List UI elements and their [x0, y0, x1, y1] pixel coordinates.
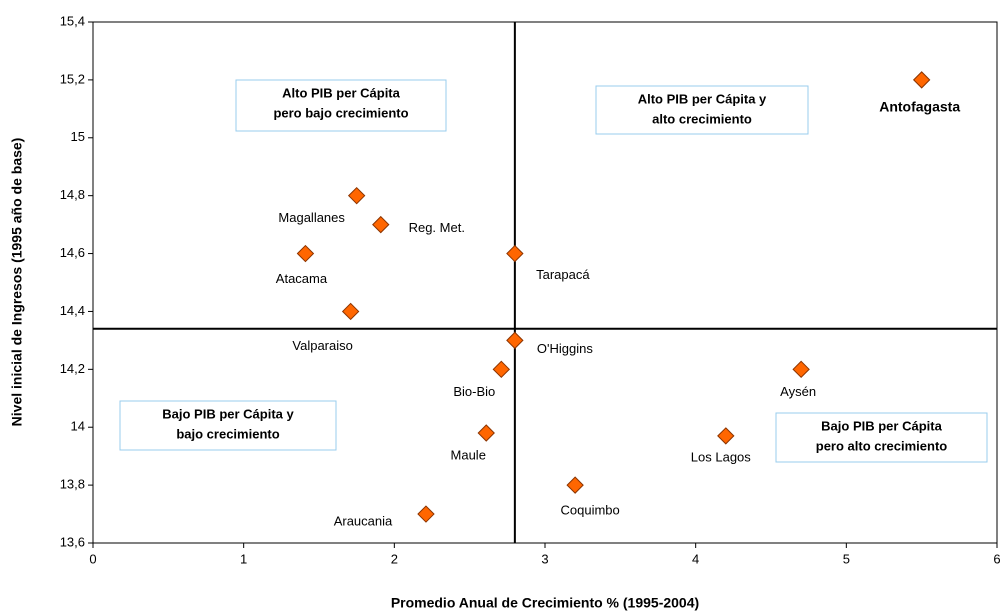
y-tick-label: 14	[71, 419, 85, 434]
data-point	[492, 360, 511, 379]
y-tick-label: 15	[71, 129, 85, 144]
data-point	[347, 186, 366, 205]
data-point	[717, 427, 735, 445]
y-tick-label: 15,2	[60, 71, 85, 86]
y-tick-label: 14,8	[60, 187, 85, 202]
x-tick-label: 1	[240, 551, 247, 566]
point-label: Bio-Bio	[453, 384, 495, 399]
y-tick-label: 15,4	[60, 13, 85, 28]
annotation-box	[119, 400, 337, 451]
point-label: Araucania	[334, 513, 393, 528]
point-label: Aysén	[780, 384, 816, 399]
annotation-text: Alto PIB per Cápita	[282, 85, 401, 100]
x-tick-label: 0	[89, 551, 96, 566]
point-label: Maule	[451, 447, 486, 462]
annotation-text: Bajo PIB per Cápita	[821, 418, 942, 433]
data-point	[566, 476, 584, 494]
point-label: Reg. Met.	[409, 220, 465, 235]
data-point	[477, 424, 495, 442]
annotation-text: pero bajo crecimiento	[273, 105, 408, 120]
y-tick-label: 13,6	[60, 534, 85, 549]
annotation-text: Bajo PIB per Cápita y	[162, 406, 294, 421]
y-tick-label: 13,8	[60, 477, 85, 492]
data-point	[912, 71, 931, 89]
x-tick-label: 2	[391, 551, 398, 566]
annotation-text: alto crecimiento	[652, 111, 752, 126]
x-tick-label: 5	[843, 551, 850, 566]
data-point	[341, 302, 360, 321]
point-label: Valparaiso	[292, 338, 352, 353]
point-label: Magallanes	[278, 210, 345, 225]
y-tick-label: 14,4	[60, 303, 85, 318]
annotation-text: Alto PIB per Cápita y	[638, 91, 767, 106]
data-point	[506, 331, 524, 350]
data-point	[372, 215, 390, 234]
annotation-text: pero alto crecimiento	[816, 438, 948, 453]
point-label: Atacama	[276, 271, 328, 286]
point-label: Antofagasta	[879, 99, 960, 115]
point-label: Coquimbo	[561, 503, 620, 518]
annotation-box	[235, 79, 447, 132]
data-point	[296, 244, 315, 263]
point-label: Los Lagos	[691, 449, 751, 464]
y-axis-label: Nivel inicial de Ingresos (1995 año de b…	[9, 138, 25, 427]
point-label: O'Higgins	[537, 341, 593, 356]
annotation-box	[595, 85, 809, 135]
data-point	[792, 360, 810, 379]
x-tick-label: 3	[541, 551, 548, 566]
data-point	[417, 505, 435, 523]
plot-area	[92, 21, 998, 544]
y-tick-label: 14,2	[60, 361, 85, 376]
x-axis-label: Promedio Anual de Crecimiento % (1995-20…	[391, 595, 699, 611]
point-label: Tarapacá	[536, 267, 590, 282]
x-tick-label: 4	[692, 551, 699, 566]
x-tick-label: 6	[993, 551, 1000, 566]
annotation-box	[775, 412, 988, 463]
annotation-text: bajo crecimiento	[176, 426, 279, 441]
data-point	[506, 244, 524, 263]
y-tick-label: 14,6	[60, 245, 85, 260]
